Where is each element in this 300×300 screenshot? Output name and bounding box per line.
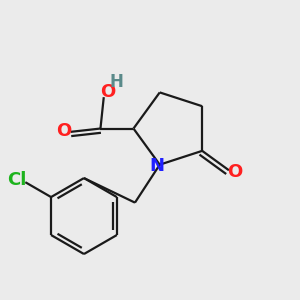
Text: N: N <box>150 157 165 175</box>
Text: Cl: Cl <box>8 171 27 189</box>
Text: H: H <box>110 73 123 91</box>
Text: O: O <box>56 122 71 140</box>
Text: O: O <box>100 83 116 101</box>
Text: O: O <box>227 163 242 181</box>
